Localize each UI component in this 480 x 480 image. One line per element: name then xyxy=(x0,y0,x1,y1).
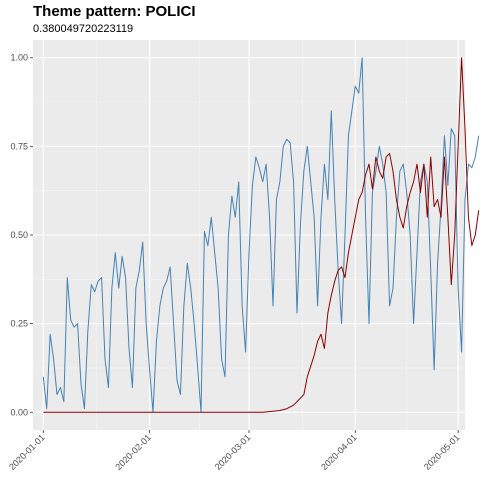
x-tick-label: 2020-01-01 xyxy=(7,432,47,472)
y-tick-label: 0.50 xyxy=(10,230,28,240)
x-tick-label: 2020-03-01 xyxy=(213,432,253,472)
series-layer xyxy=(42,57,480,413)
x-axis: 2020-01-01 2020-02-01 2020-03-01 2020-04-01… xyxy=(7,430,462,472)
y-tick-label: 1.00 xyxy=(10,53,28,63)
series-line-1 xyxy=(42,57,480,413)
y-tick-label: 0.00 xyxy=(10,407,28,417)
chart-title: Theme pattern: POLICI xyxy=(33,3,196,20)
y-tick-label: 0.75 xyxy=(10,141,28,151)
series-line-2 xyxy=(43,57,480,413)
y-tick-label: 0.25 xyxy=(10,319,28,329)
y-axis: 0.00 0.25 0.50 0.75 1.00 xyxy=(10,53,33,417)
x-tick-label: 2020-04-01 xyxy=(319,432,359,472)
x-tick-label: 2020-05-01 xyxy=(422,432,462,472)
chart-subtitle: 0.380049720223119 xyxy=(33,23,134,35)
x-tick-label: 2020-02-01 xyxy=(113,432,153,472)
